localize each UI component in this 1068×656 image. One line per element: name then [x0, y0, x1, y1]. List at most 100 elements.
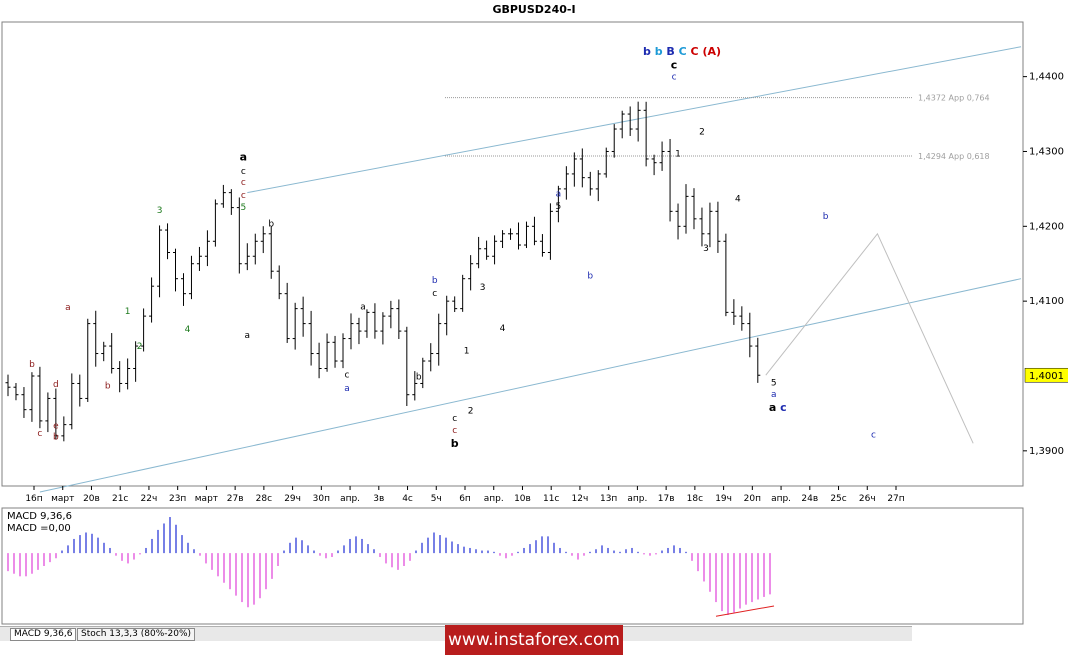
wave-label: c	[241, 167, 246, 177]
time-tick-label: 13п	[600, 494, 617, 504]
wave-label: 3	[703, 244, 709, 254]
wave-label-part: b	[643, 45, 651, 58]
wave-label: c	[241, 178, 246, 188]
tab-stochastic[interactable]: Stoch 13,3,3 (80%-20%)	[77, 628, 196, 641]
wave-label-part: b	[651, 45, 663, 58]
forecast-line	[765, 232, 974, 444]
macd-divergence-line	[715, 605, 775, 617]
wave-label: 3	[480, 283, 486, 293]
wave-label: 2	[699, 127, 705, 137]
price-tick-label: 1,4300	[1029, 146, 1064, 157]
time-tick-label: 17в	[658, 494, 675, 504]
wave-label: b	[105, 382, 111, 392]
channel-lower-line	[39, 278, 1022, 493]
time-tick-label: апр.	[484, 494, 504, 504]
current-price-marker	[1024, 367, 1068, 383]
wave-label-part: (A)	[699, 45, 721, 58]
wave-label: d	[53, 380, 59, 390]
wave-label: b	[432, 276, 438, 286]
time-tick-label: 23п	[169, 494, 186, 504]
wave-label: e	[53, 421, 59, 431]
time-tick-label: 12ч	[572, 494, 589, 504]
wave-label: c	[37, 429, 42, 439]
wave-label: b	[268, 219, 274, 229]
time-tick-label: 3в	[373, 494, 384, 504]
macd-title: MACD 9,36,6	[7, 511, 72, 522]
time-tick-label: 27в	[227, 494, 244, 504]
time-axis: 16п март 20в 21с 22ч 23п март 27в 28с 29ч 30п апр. 3…	[25, 486, 905, 504]
wave-label: b b B C C (A)	[643, 45, 721, 58]
time-tick-label: 28с	[256, 494, 272, 504]
wave-label: c	[432, 289, 437, 299]
forecast-path	[765, 232, 974, 444]
price-panel-border	[1, 21, 1024, 487]
macd-value: MACD =0,00	[7, 523, 71, 534]
time-tick-label: 24в	[801, 494, 818, 504]
time-tick-label: 19ч	[715, 494, 732, 504]
wave-label: 4	[500, 324, 506, 334]
time-tick-label: 5ч	[431, 494, 442, 504]
wave-label: b	[416, 373, 422, 383]
wave-label: a	[245, 331, 251, 341]
time-tick-label: 21с	[112, 494, 128, 504]
macd-panel	[7, 517, 775, 617]
wave-label: a c	[769, 401, 787, 414]
time-tick-label: 16п	[25, 494, 42, 504]
wave-label-part: C	[687, 45, 699, 58]
wave-label-part: c	[776, 401, 786, 414]
fib-level-label: 1,4372 App 0,764	[918, 94, 990, 103]
wave-label: 5	[240, 203, 246, 213]
time-tick-label: март	[195, 494, 218, 504]
wave-label: 4	[185, 325, 191, 335]
wave-label: 1	[675, 150, 681, 160]
wave-label: a	[240, 150, 247, 163]
wave-label: b	[451, 437, 459, 450]
time-tick-label: 27п	[887, 494, 904, 504]
time-tick-label: апр.	[340, 494, 360, 504]
wave-label: c	[241, 191, 246, 201]
time-tick-label: 29ч	[284, 494, 301, 504]
fibonacci-levels: 1,4372 App 0,764 1,4294 App 0,618	[445, 94, 990, 161]
time-tick-label: 18с	[687, 494, 703, 504]
wave-label: 1	[125, 307, 131, 317]
price-axis: 1,4400 1,4300 1,4200 1,4100 1,3900 1,4001	[1023, 72, 1068, 457]
time-tick-label: март	[51, 494, 74, 504]
time-tick-label: 10в	[514, 494, 531, 504]
time-tick-label: 30п	[313, 494, 330, 504]
price-tick-label: 1,4400	[1029, 72, 1064, 83]
price-channel	[39, 46, 1022, 493]
wave-label: c	[672, 73, 677, 83]
wave-label: b	[29, 360, 35, 370]
time-tick-label: 11с	[543, 494, 559, 504]
current-price-label: 1,4001	[1029, 371, 1064, 382]
wave-label: 5	[556, 202, 562, 212]
chart-background	[0, 0, 1068, 626]
wave-label: a	[556, 189, 562, 199]
price-tick-label: 1,4200	[1029, 221, 1064, 232]
macd-panel-border	[1, 507, 1024, 625]
price-tick-label: 1,4100	[1029, 296, 1064, 307]
wave-label: a	[771, 390, 777, 400]
wave-label: b	[587, 272, 593, 282]
fib-level-label: 1,4294 App 0,618	[918, 152, 990, 161]
wave-label: a	[65, 303, 71, 313]
wave-label-part: a	[769, 401, 776, 414]
time-tick-label: 20в	[83, 494, 100, 504]
watermark-banner: www.instaforex.com	[445, 625, 623, 655]
wave-label: 1	[464, 347, 470, 357]
wave-label-part: C	[675, 45, 687, 58]
wave-label: c	[871, 430, 876, 440]
wave-label: b	[823, 212, 829, 222]
chart-title: GBPUSD240-I	[492, 3, 575, 16]
channel-upper-line	[247, 46, 1022, 194]
wave-label: b	[53, 433, 59, 443]
chart-frame	[1, 21, 1024, 625]
wave-label: c	[345, 370, 350, 380]
time-tick-label: 26ч	[859, 494, 876, 504]
time-tick-label: 25с	[830, 494, 846, 504]
time-tick-label: 6п	[459, 494, 471, 504]
wave-label: a	[344, 384, 350, 394]
tab-macd[interactable]: MACD 9,36,6	[10, 628, 77, 641]
